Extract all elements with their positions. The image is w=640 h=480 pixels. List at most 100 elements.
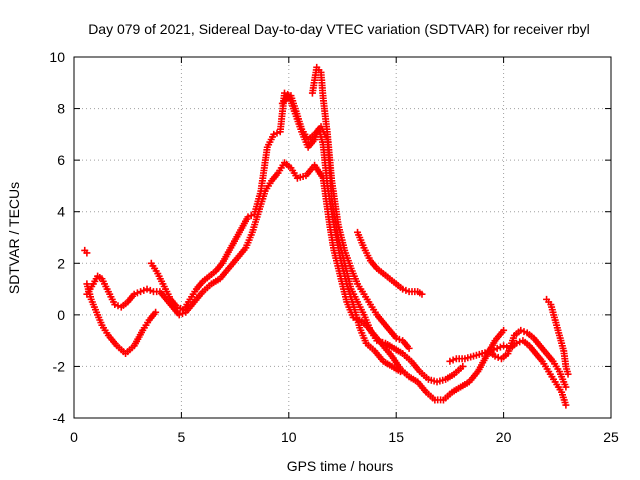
data-point-run (372, 349, 386, 363)
data-point-run (540, 360, 551, 373)
data-point-run (392, 346, 404, 356)
ticks: 0 5 10 15 20 25 -4 -2 0 2 4 6 8 10 (49, 49, 619, 445)
x-tick-label: 20 (496, 429, 512, 445)
data-point-run (218, 267, 231, 281)
data-point (130, 290, 138, 298)
data-point (500, 326, 508, 334)
data-point-run (500, 351, 510, 361)
data-point-run (319, 143, 331, 187)
data-point-run (381, 344, 394, 358)
data-point-run (368, 303, 379, 316)
data-point-run (257, 146, 271, 192)
data-point (500, 342, 508, 350)
y-tick-label: -2 (53, 358, 66, 374)
series-track-8 (446, 337, 570, 409)
x-tick-label: 5 (178, 429, 186, 445)
data-point-run (296, 173, 307, 181)
data-point-run (546, 370, 557, 383)
data-point (562, 401, 570, 409)
data-point-run (355, 283, 366, 296)
data-point-run (201, 274, 211, 284)
data-point-run (382, 359, 394, 369)
data-point-run (442, 390, 454, 402)
data-point (562, 383, 570, 391)
data-point-run (201, 282, 213, 294)
data-point-run (548, 303, 558, 321)
data-point-run (444, 372, 456, 382)
y-tick-label: 0 (57, 307, 65, 323)
data-point-run (521, 338, 531, 348)
data-point-run (450, 384, 462, 395)
data-point-run (436, 376, 447, 385)
data-point-run (342, 249, 354, 270)
data-point-run (247, 212, 255, 220)
data-point-run (235, 246, 248, 260)
data-point (399, 285, 407, 293)
data-point (517, 326, 525, 334)
x-tick-label: 0 (70, 429, 78, 445)
x-axis-label: GPS time / hours (287, 458, 394, 474)
data-point-run (544, 352, 555, 363)
data-point-run (348, 267, 360, 285)
data-point-run (292, 112, 305, 133)
data-point-run (289, 167, 300, 180)
data-point-run (400, 339, 411, 350)
data-point (152, 308, 160, 316)
data-point-run (493, 328, 506, 343)
series-track-6 (308, 63, 413, 352)
data-point-run (147, 310, 158, 322)
data-point-run (467, 370, 480, 384)
data-point-run (168, 297, 179, 309)
data-point-run (131, 329, 145, 348)
data-point-run (387, 328, 399, 340)
data-point (491, 352, 499, 360)
data-point-run (344, 301, 356, 319)
data-point-run (525, 331, 535, 340)
data-point (446, 357, 454, 365)
x-tick-label: 10 (281, 429, 297, 445)
data-point-run (355, 231, 367, 249)
data-point (281, 89, 289, 97)
data-point-run (368, 329, 379, 342)
data-point-run (99, 277, 111, 293)
plot-frame (73, 56, 612, 419)
data-point (270, 130, 278, 138)
data-point-run (85, 283, 96, 296)
data-point-run (357, 326, 369, 345)
data-point-run (243, 231, 255, 249)
data-point-run (424, 390, 437, 402)
data-point-run (455, 355, 466, 363)
data-point (459, 362, 467, 370)
data-point-run (210, 276, 222, 287)
data-point-run (265, 133, 276, 149)
y-tick-label: 10 (49, 49, 65, 65)
series-track-2 (81, 246, 91, 257)
data-point-run (176, 304, 184, 312)
data-point-run (140, 286, 148, 294)
data-point-run (464, 353, 475, 362)
data-point (418, 290, 426, 298)
data-point-run (91, 275, 100, 285)
data-point-run (219, 246, 234, 265)
data-point-run (286, 94, 298, 115)
data-point-run (283, 160, 293, 170)
data-point-run (361, 313, 373, 332)
data-point-run (388, 277, 398, 286)
data-point-run (320, 97, 331, 136)
data-point (396, 368, 404, 376)
data-point-run (100, 324, 111, 337)
y-tick-label: 2 (57, 255, 65, 271)
data-point-run (125, 292, 136, 304)
x-tick-label: 25 (603, 429, 619, 445)
data-point-run (402, 286, 410, 294)
data-point-run (312, 128, 322, 141)
data-point-run (194, 279, 205, 291)
data-point-run (533, 352, 545, 363)
data-point-run (557, 370, 569, 388)
data-point-run (263, 179, 274, 192)
data-point (83, 249, 91, 257)
data-point (175, 311, 183, 319)
data-point-run (409, 359, 422, 373)
data-point-run (164, 297, 175, 309)
data-marks (81, 63, 572, 409)
